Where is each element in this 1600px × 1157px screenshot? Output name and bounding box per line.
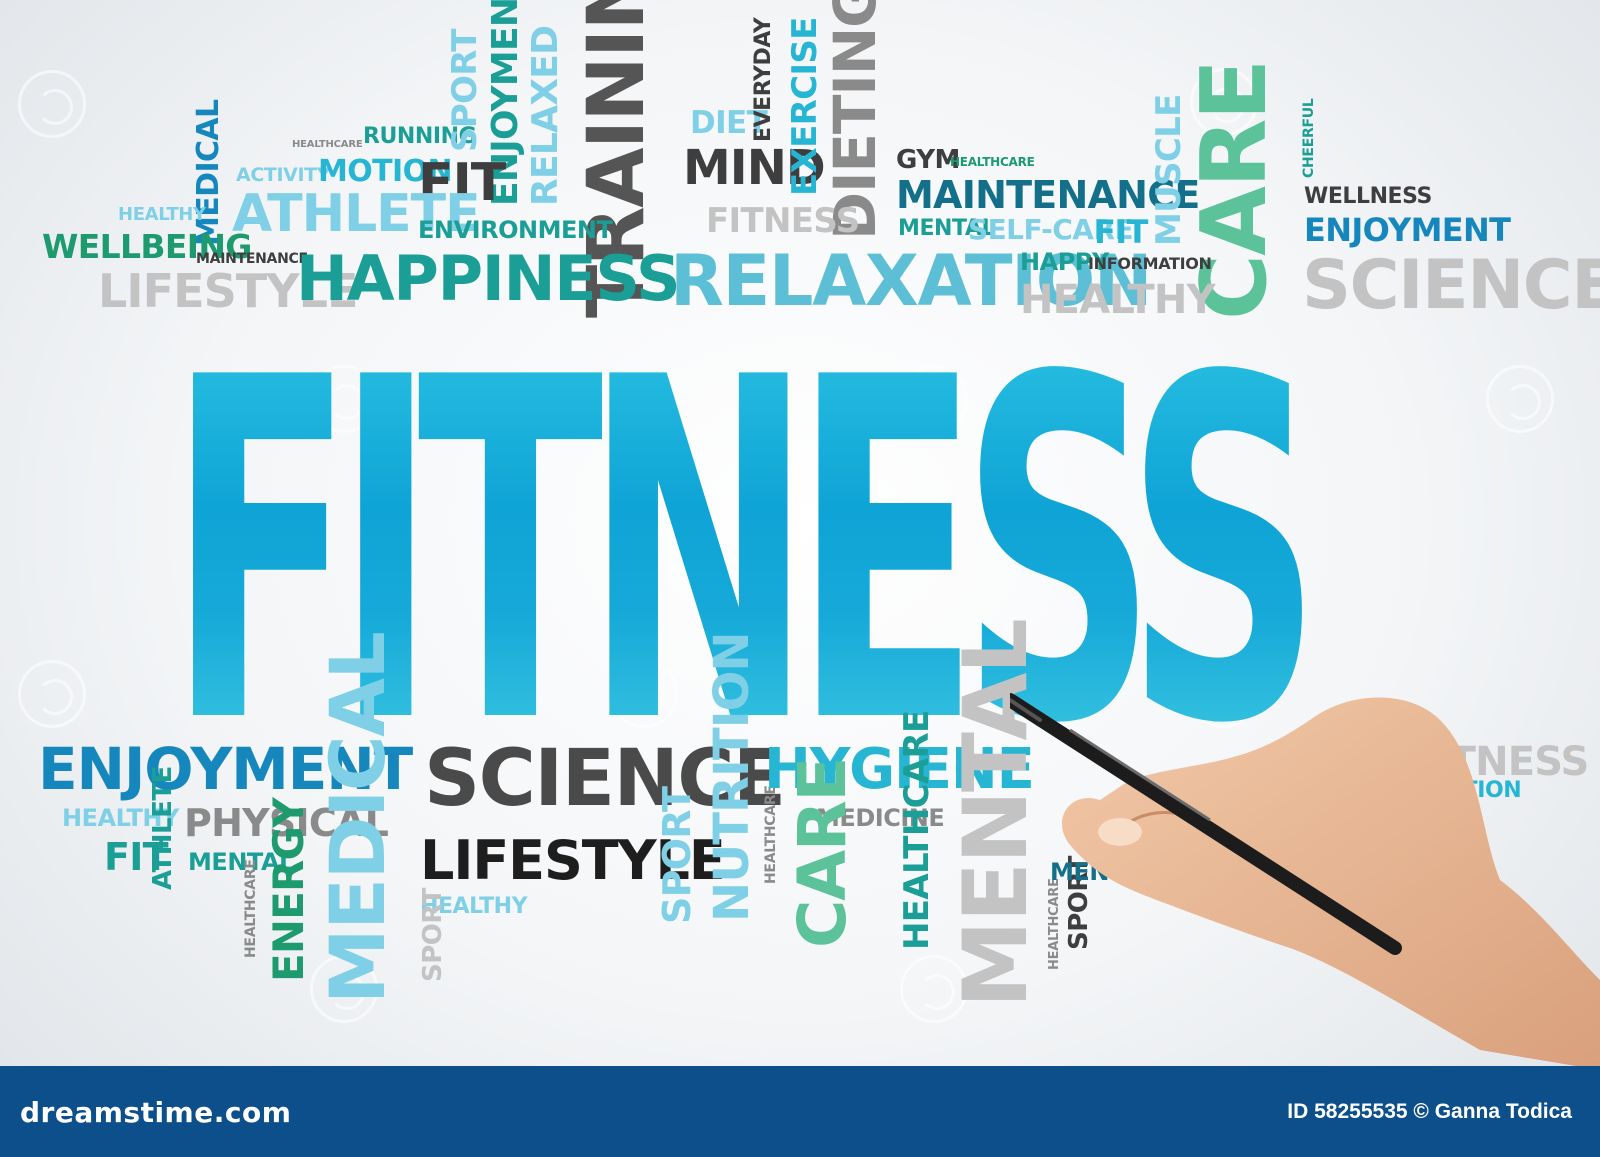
cloud-word: LIFESTYLE	[420, 829, 726, 892]
word-cloud: RUNNING HEALTHCARE SPORT ENJOYMENT RELAX…	[18, 0, 1600, 1066]
cloud-word: RELAXATION	[670, 240, 1152, 322]
watermark-logo	[900, 365, 968, 433]
cloud-word: HEALTHCARE	[897, 710, 937, 950]
cloud-word: FIT	[104, 835, 169, 879]
cloud-word: SPORT	[418, 888, 448, 982]
cloud-word: LIFESTYLE	[98, 264, 358, 318]
watermark-logo	[610, 660, 678, 728]
cloud-word: HEALTHY	[118, 204, 206, 225]
main-title-word: FITNESS	[168, 279, 1322, 826]
cloud-word: SPORT	[655, 786, 699, 924]
cloud-word: MEDICINE	[816, 804, 945, 832]
cloud-word: MENTAL	[188, 848, 294, 876]
cloud-word: RUNNING	[363, 124, 477, 149]
cloud-word: MIND	[683, 140, 826, 196]
cloud-word: ACTIVITY	[236, 164, 331, 186]
cloud-word: EXERCISE	[785, 17, 825, 196]
cloud-word: PHYSICAL	[184, 801, 389, 845]
cloud-word: SELF-CARE	[968, 213, 1133, 246]
watermark-logo	[310, 365, 378, 433]
cloud-word: MENTAL	[898, 216, 996, 241]
footer-image-credit: ID 58255535 © Ganna Todica	[1287, 1100, 1572, 1123]
cloud-word: HEALTHCARE	[243, 859, 259, 958]
cloud-word: HEALTHY	[62, 804, 179, 832]
cloud-word: ENJOYMENT	[1304, 211, 1511, 249]
cloud-word: FITNESS	[706, 201, 860, 241]
cloud-word: HAPPINESS	[296, 242, 681, 315]
cloud-word: CARE	[784, 757, 861, 948]
cloud-word: SCIENCE	[1302, 246, 1600, 325]
cloud-word: SPORT	[445, 29, 485, 152]
cloud-word: ENERGY	[264, 798, 313, 982]
watermark-logo	[900, 955, 968, 1023]
cloud-word: FIT	[1094, 213, 1148, 251]
cloud-word: GYM	[896, 145, 960, 175]
cloud-word: SCIENCE	[424, 734, 786, 824]
cloud-word: MAINTENANCE	[896, 173, 1200, 217]
cloud-word: HEALTHY	[1020, 277, 1216, 323]
cloud-word: WELLBEING	[42, 227, 252, 266]
watermark-logo	[1190, 68, 1258, 136]
cloud-word: NUTRITION	[704, 632, 760, 922]
cloud-word: MOTION	[318, 154, 453, 189]
cloud-word: ATHLETE	[232, 184, 481, 244]
cloud-word: HEALTHY	[420, 894, 528, 919]
watermark-logo	[18, 70, 86, 138]
cloud-word: HAPPY	[1020, 248, 1109, 276]
cloud-word: HEALTHCARE	[950, 155, 1035, 169]
watermark-logo	[1486, 365, 1554, 433]
cloud-word: INFORMATION	[1088, 254, 1212, 273]
cloud-word: HYGIENE	[764, 737, 1035, 802]
cloud-word: ENJOYMENT	[38, 735, 413, 803]
hand-with-pen	[1010, 693, 1600, 1066]
cloud-word: MEDICAL	[313, 632, 402, 1004]
watermark-logo	[1190, 660, 1258, 728]
watermark-logo	[18, 660, 86, 728]
cloud-word: EVERYDAY	[751, 17, 776, 142]
cloud-word: RELAXED	[525, 25, 566, 206]
cloud-word: HEALTHCARE	[292, 139, 363, 150]
cloud-word: MAINTENANCE	[196, 251, 308, 267]
watermark-logo	[310, 955, 378, 1023]
cloud-word: CHEERFUL	[1301, 98, 1317, 178]
cloud-word: DIET	[690, 105, 768, 141]
cloud-word: ENVIRONMENT	[418, 216, 613, 244]
cloud-word: WELLNESS	[1304, 184, 1432, 209]
footer-site-name: dreamstime.com	[20, 1096, 292, 1129]
footer-bar: dreamstime.com ID 58255535 © Ganna Todic…	[0, 1066, 1600, 1157]
cloud-word: FIT	[418, 153, 506, 213]
cloud-word: MUSCLE	[1149, 94, 1189, 246]
